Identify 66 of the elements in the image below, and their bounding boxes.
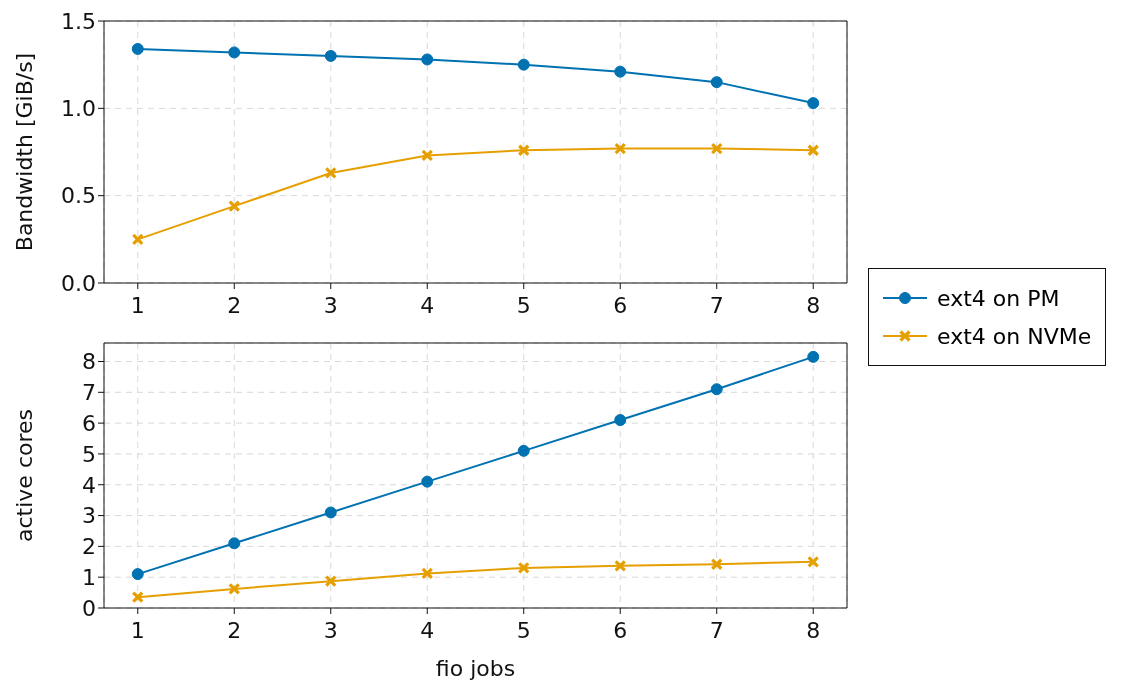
x-tick-label: 4 — [420, 617, 435, 643]
point — [807, 350, 820, 363]
y-tick-label: 0.5 — [61, 183, 96, 209]
point — [131, 568, 144, 581]
point — [517, 561, 530, 575]
point — [324, 575, 337, 588]
x-tick-label: 2 — [227, 617, 242, 643]
legend-label: ext4 on NVMe — [937, 323, 1092, 349]
point — [517, 58, 530, 71]
point — [228, 200, 241, 213]
x-tick-label: 4 — [420, 292, 435, 318]
y-tick-label: 4 — [82, 472, 96, 498]
y-tick-label: 7 — [82, 380, 96, 406]
x-tick-label: 6 — [613, 292, 628, 318]
point — [131, 42, 144, 55]
point — [228, 46, 241, 59]
point — [517, 144, 530, 157]
x-axis-title: fio jobs — [435, 656, 516, 681]
x-tick-label: 7 — [709, 617, 724, 643]
point — [324, 49, 337, 62]
y-axis-title: active cores — [11, 409, 37, 542]
point — [228, 537, 241, 550]
x-tick-label: 8 — [806, 292, 821, 318]
point — [324, 166, 337, 180]
x-tick-label: 7 — [709, 292, 724, 318]
x-tick-label: 5 — [516, 292, 531, 318]
point — [807, 144, 820, 157]
point — [421, 149, 434, 162]
x-tick-label: 3 — [323, 292, 338, 318]
x-tick-label: 3 — [323, 617, 338, 643]
y-tick-label: 5 — [82, 441, 96, 467]
y-tick-label: 1.0 — [61, 96, 96, 122]
x-tick-label: 1 — [130, 292, 145, 318]
y-tick-label: 1 — [82, 565, 96, 590]
point — [710, 383, 723, 396]
point — [614, 414, 627, 427]
y-axis-title: Bandwidth [GiB/s] — [11, 52, 37, 252]
point — [614, 142, 627, 155]
x-tick-label: 6 — [613, 617, 628, 643]
point — [807, 97, 820, 110]
x-tick-label: 2 — [227, 292, 242, 318]
x-tick-label: 1 — [130, 617, 145, 643]
point — [517, 444, 530, 457]
y-tick-label: 0.0 — [61, 270, 96, 296]
point — [710, 142, 723, 155]
y-tick-label: 8 — [82, 349, 96, 375]
point — [324, 506, 337, 519]
point — [807, 555, 820, 568]
point — [710, 558, 723, 571]
x-tick-label: 8 — [806, 617, 821, 643]
point — [710, 76, 723, 89]
point — [228, 582, 241, 595]
x-tick-label: 5 — [516, 617, 531, 643]
point — [421, 475, 434, 488]
point — [421, 53, 434, 66]
point — [614, 65, 627, 78]
point — [131, 591, 144, 604]
point — [421, 567, 434, 580]
point — [614, 559, 627, 572]
point — [131, 233, 144, 246]
y-tick-label: 3 — [82, 503, 96, 529]
y-tick-label: 2 — [82, 534, 96, 560]
y-tick-label: 1.5 — [61, 8, 96, 34]
legend-label: ext4 on PM — [937, 285, 1060, 311]
y-tick-label: 6 — [82, 410, 96, 436]
y-tick-label: 0 — [82, 595, 96, 621]
